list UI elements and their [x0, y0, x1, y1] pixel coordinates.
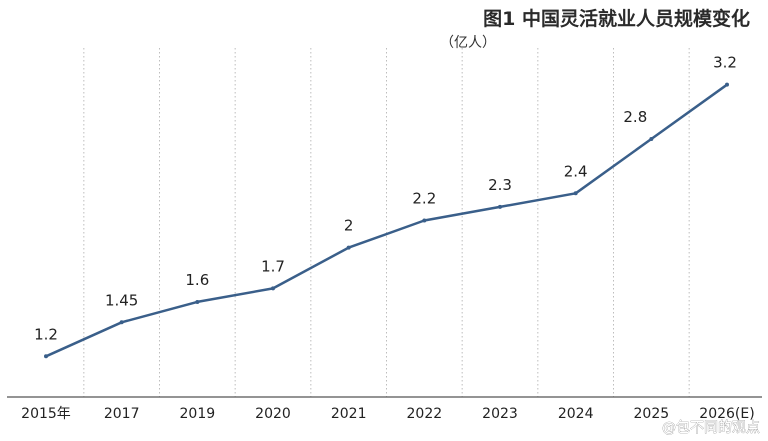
data-point	[649, 136, 654, 141]
data-point	[271, 286, 275, 291]
data-label: 2.2	[412, 189, 436, 207]
data-label: 1.7	[261, 257, 285, 275]
data-label: 2.8	[623, 108, 647, 126]
data-point	[498, 204, 502, 209]
data-label: 2	[344, 217, 354, 235]
vertical-gridlines	[83, 48, 690, 397]
data-label: 2.3	[488, 176, 512, 194]
chart-unit-label: （亿人）	[440, 35, 496, 51]
series-line-group	[44, 82, 729, 359]
data-point	[119, 320, 124, 325]
data-labels: 1.2 1.45 1.6 1.7 2 2.2 2.3 2.4 2.8 3.2	[34, 54, 737, 344]
data-point	[422, 218, 427, 223]
watermark: @包不同的观点	[662, 420, 760, 436]
x-tick-label: 2021	[331, 406, 367, 422]
chart-title: 图1 中国灵活就业人员规模变化	[483, 7, 750, 30]
x-tick-label: 2022	[407, 406, 443, 422]
x-tick-label: 2025	[634, 406, 670, 422]
data-point	[346, 245, 351, 250]
data-point	[573, 191, 578, 196]
data-label: 2.4	[564, 162, 588, 180]
data-point	[44, 354, 48, 359]
series-line	[44, 83, 729, 358]
x-tick-label: 2026(E)	[699, 406, 754, 422]
x-tick-label: 2015年	[21, 406, 71, 422]
x-tick-label: 2019	[180, 406, 216, 422]
x-axis-tick-labels: 2015年 2017 2019 2020 2021 2022 2023 2024 2025 202…	[21, 406, 755, 422]
data-label: 1.45	[105, 291, 138, 309]
data-label: 1.6	[185, 271, 209, 289]
data-label: 1.2	[34, 325, 58, 343]
data-label: 3.2	[713, 54, 737, 72]
x-tick-label: 2017	[104, 406, 140, 422]
x-tick-label: 2023	[482, 406, 518, 422]
data-point	[725, 82, 729, 87]
x-tick-label: 2020	[255, 406, 291, 422]
x-tick-label: 2024	[558, 406, 594, 422]
data-point	[195, 299, 200, 304]
